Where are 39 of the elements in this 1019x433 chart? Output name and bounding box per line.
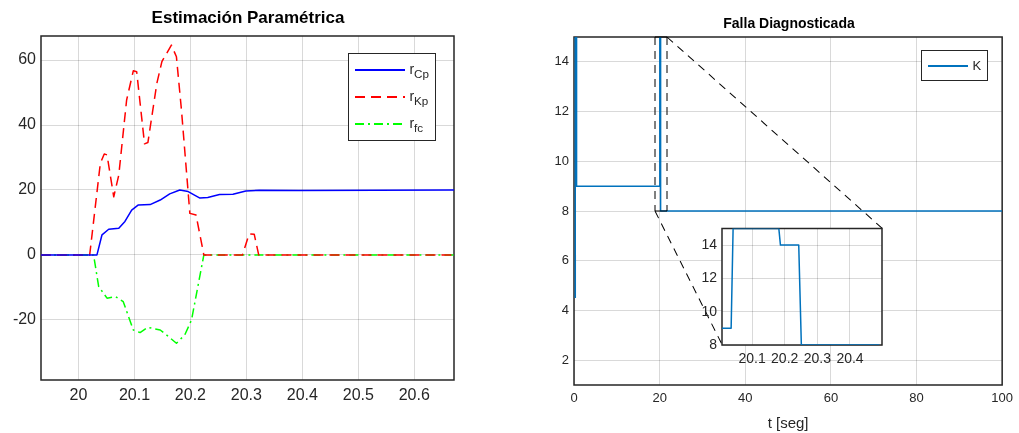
y-tick-label: 12 bbox=[554, 103, 569, 119]
x-tick-label: 60 bbox=[823, 390, 839, 406]
y-tick-label: 10 bbox=[554, 152, 569, 168]
y-tick-label: 60 bbox=[18, 50, 37, 68]
x-tick-label: 20.2 bbox=[174, 386, 207, 404]
x-tick-label: 20.2 bbox=[771, 350, 799, 367]
x-tick-label: 20.5 bbox=[342, 386, 374, 404]
x-axis-title: t [seg] bbox=[767, 414, 809, 432]
x-tick-label: 80 bbox=[909, 390, 924, 406]
x-tick-label: 20.3 bbox=[230, 386, 263, 404]
legend-label: K bbox=[972, 58, 982, 73]
y-tick-label: 12 bbox=[701, 269, 718, 286]
x-tick-label: 100 bbox=[991, 390, 1014, 406]
legend-label: r$_{Cp}$ bbox=[409, 61, 429, 80]
y-tick-label: 20 bbox=[18, 180, 37, 198]
y-tick-label: 10 bbox=[701, 302, 718, 319]
y-tick-label: 14 bbox=[701, 235, 718, 252]
y-tick-label: 2 bbox=[561, 351, 569, 367]
x-tick-label: 20 bbox=[69, 386, 88, 404]
x-tick-label: 20.1 bbox=[738, 350, 766, 367]
y-tick-label: 8 bbox=[709, 335, 718, 352]
chart-title: Estimación Paramétrica bbox=[151, 8, 345, 28]
x-tick-label: 20.4 bbox=[836, 350, 864, 367]
y-tick-label: 0 bbox=[27, 245, 37, 263]
x-tick-label: 20 bbox=[652, 390, 667, 406]
x-tick-label: 20.1 bbox=[118, 386, 151, 404]
y-tick-label: 40 bbox=[18, 115, 37, 133]
legend-label: r$_{fc}$ bbox=[409, 114, 424, 134]
y-tick-label: 14 bbox=[554, 53, 569, 69]
legend-label: r$_{Kp}$ bbox=[409, 87, 429, 107]
x-tick-label: 20.6 bbox=[398, 386, 430, 404]
y-tick-label: -20 bbox=[12, 310, 37, 328]
y-tick-label: 6 bbox=[561, 252, 569, 268]
y-tick-label: 4 bbox=[561, 302, 569, 318]
x-tick-label: 20.3 bbox=[803, 350, 832, 367]
x-tick-label: 40 bbox=[738, 390, 753, 406]
y-tick-label: 8 bbox=[561, 202, 569, 218]
x-tick-label: 20.4 bbox=[286, 386, 319, 404]
chart-title: Falla Diagnosticada bbox=[723, 15, 855, 31]
